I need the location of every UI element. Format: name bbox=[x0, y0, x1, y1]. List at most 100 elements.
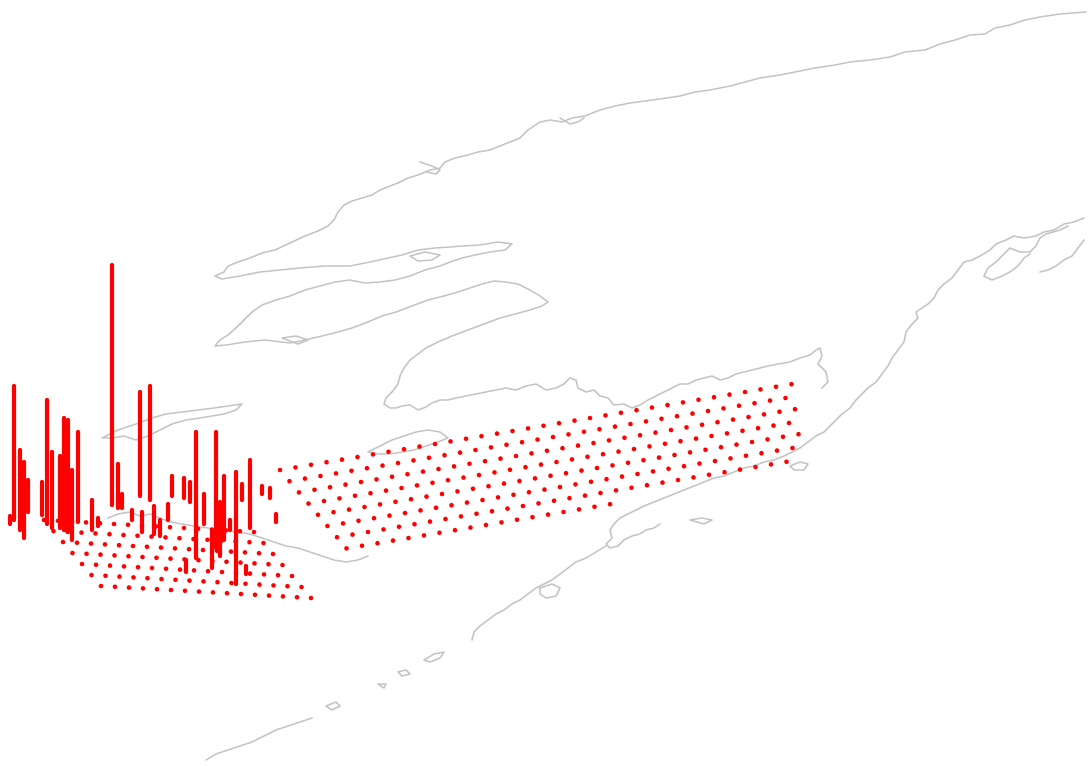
grid-point-marker bbox=[690, 411, 695, 416]
grid-point-marker bbox=[644, 482, 650, 488]
grid-point-marker bbox=[131, 575, 136, 580]
grid-point-marker bbox=[674, 413, 680, 419]
grid-point-marker bbox=[173, 577, 178, 583]
grid-point-marker bbox=[792, 406, 798, 412]
grid-point-marker bbox=[88, 541, 94, 546]
grid-point-marker bbox=[421, 533, 427, 538]
grid-point-marker bbox=[430, 480, 435, 486]
grid-point-marker bbox=[711, 394, 717, 400]
grid-point-marker bbox=[112, 553, 117, 558]
grid-point-marker bbox=[455, 489, 460, 494]
grid-point-marker bbox=[405, 471, 410, 477]
grid-point-marker bbox=[356, 518, 361, 524]
grid-point-marker bbox=[365, 529, 371, 535]
grid-point-marker bbox=[445, 477, 451, 483]
grid-point-marker bbox=[359, 543, 365, 549]
grid-point-marker bbox=[774, 448, 780, 453]
grid-point-marker bbox=[759, 450, 764, 456]
grid-point-marker bbox=[130, 543, 136, 549]
grid-point-marker bbox=[666, 466, 671, 472]
grid-point-marker bbox=[420, 469, 426, 474]
grid-point-marker bbox=[186, 546, 192, 552]
bay-island-1 bbox=[409, 251, 441, 262]
grid-point-marker bbox=[339, 457, 345, 462]
grid-point-marker bbox=[473, 447, 478, 453]
grid-point-marker bbox=[603, 413, 608, 418]
grid-point-marker bbox=[656, 455, 662, 460]
grid-point-marker bbox=[270, 551, 276, 557]
grid-point-marker bbox=[737, 467, 743, 472]
grid-point-marker bbox=[777, 409, 782, 415]
grid-point-marker bbox=[706, 472, 712, 478]
grid-point-marker bbox=[312, 487, 317, 493]
grid-point-marker bbox=[277, 467, 283, 473]
grid-point-marker bbox=[691, 475, 696, 480]
grid-point-marker bbox=[510, 428, 515, 434]
grid-point-marker bbox=[383, 488, 389, 493]
grid-point-marker bbox=[742, 389, 748, 395]
grid-point-marker bbox=[182, 588, 188, 594]
grid-point-marker bbox=[610, 463, 615, 468]
grid-point-marker bbox=[352, 493, 358, 499]
grid-point-marker bbox=[145, 575, 150, 581]
grid-point-marker bbox=[699, 422, 705, 428]
grid-point-marker bbox=[451, 464, 457, 469]
grid-point-marker bbox=[334, 534, 340, 540]
grid-point-marker bbox=[554, 459, 559, 465]
grid-point-marker bbox=[362, 504, 367, 510]
grid-point-marker bbox=[70, 550, 75, 556]
grid-point-marker bbox=[755, 425, 761, 431]
grid-point-marker bbox=[722, 469, 727, 475]
grid-point-marker bbox=[786, 420, 792, 426]
grid-point-marker bbox=[463, 436, 469, 442]
grid-point-marker bbox=[121, 564, 127, 569]
grid-point-marker bbox=[102, 542, 108, 547]
southern-island-1 bbox=[539, 583, 561, 599]
grid-point-marker bbox=[649, 405, 655, 410]
grid-point-marker bbox=[140, 586, 146, 591]
grid-point-marker bbox=[458, 514, 464, 519]
grid-point-marker bbox=[647, 444, 652, 449]
grid-point-marker bbox=[773, 384, 779, 390]
eastern-fringe bbox=[1039, 239, 1085, 273]
grid-point-marker bbox=[765, 437, 770, 442]
grid-point-marker bbox=[566, 432, 571, 437]
grid-point-marker bbox=[126, 585, 132, 590]
grid-point-marker bbox=[560, 445, 565, 451]
western-shoreline bbox=[101, 403, 243, 441]
grid-point-marker bbox=[343, 482, 348, 487]
southern-island-4 bbox=[377, 683, 387, 689]
grid-point-marker bbox=[243, 581, 248, 587]
grid-point-marker bbox=[121, 532, 126, 538]
grid-point-marker bbox=[494, 431, 500, 436]
grid-point-marker bbox=[163, 535, 168, 540]
grid-point-marker bbox=[575, 443, 581, 448]
grid-point-marker bbox=[285, 583, 290, 589]
grid-point-marker bbox=[275, 572, 281, 578]
grid-point-marker bbox=[480, 497, 485, 503]
grid-point-marker bbox=[585, 454, 590, 460]
grid-point-marker bbox=[261, 540, 266, 546]
grid-point-marker bbox=[591, 440, 596, 446]
grid-point-marker bbox=[629, 485, 634, 491]
grid-point-marker bbox=[327, 484, 333, 490]
grid-point-marker bbox=[321, 498, 327, 504]
grid-point-marker bbox=[93, 531, 98, 536]
grid-point-marker bbox=[675, 477, 681, 483]
grid-point-marker bbox=[767, 398, 773, 403]
grid-point-marker bbox=[325, 523, 330, 529]
grid-point-marker bbox=[324, 459, 329, 465]
northern-inlet-1 bbox=[419, 161, 441, 175]
grid-point-marker bbox=[526, 489, 532, 495]
grid-point-marker bbox=[504, 442, 509, 448]
grid-point-marker bbox=[541, 423, 546, 429]
grid-point-marker bbox=[266, 593, 272, 598]
grid-point-marker bbox=[395, 460, 401, 466]
grid-point-marker bbox=[474, 511, 479, 517]
grid-point-marker bbox=[628, 421, 633, 427]
grid-point-marker bbox=[219, 569, 225, 575]
grid-point-marker bbox=[563, 470, 569, 476]
grid-point-marker bbox=[159, 576, 164, 582]
grid-point-marker bbox=[426, 455, 432, 461]
southern-coastline bbox=[471, 545, 607, 641]
